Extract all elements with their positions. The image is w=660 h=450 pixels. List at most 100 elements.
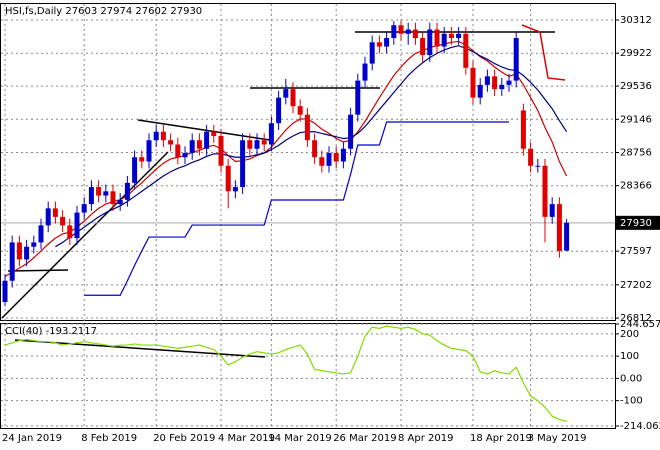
last-price-label: 27930 [620, 218, 652, 229]
candle-body [355, 80, 361, 115]
y-tick-label: 30312 [620, 15, 652, 26]
candle-body [16, 242, 22, 260]
x-tick-label: 18 Apr 2019 [470, 433, 532, 444]
candle-body [304, 114, 310, 141]
candle-body [31, 242, 37, 247]
candle-body [175, 144, 181, 158]
candle-body [24, 246, 30, 260]
candle-body [564, 222, 570, 251]
candle-body [528, 148, 534, 166]
cci-panel [0, 323, 616, 429]
candle-body [132, 157, 138, 183]
candle-body [384, 38, 390, 47]
y-tick-label: -100 [620, 396, 643, 407]
candle-body [261, 140, 267, 145]
candle-body [247, 140, 253, 149]
trend-line [137, 119, 271, 141]
candle-body [225, 165, 231, 192]
y-tick-label: 28756 [620, 147, 652, 158]
candle-body [232, 187, 238, 192]
y-tick-label: 29146 [620, 114, 652, 125]
candle-body [211, 131, 217, 136]
y-tick-label: 29922 [620, 48, 652, 59]
annotation-line [521, 24, 566, 81]
y-tick-label: 200 [620, 329, 639, 340]
x-tick-label: 26 Mar 2019 [333, 433, 396, 444]
candle-body [160, 131, 166, 141]
candle-body [312, 140, 318, 158]
y-tick-label: 27597 [620, 246, 652, 257]
candle-body [168, 140, 174, 145]
candle-body [60, 216, 66, 226]
candle-body [391, 25, 397, 39]
candle-body [340, 148, 346, 162]
candle-body [499, 84, 505, 90]
y-tick-label: 29536 [620, 81, 652, 92]
price-panel [0, 3, 616, 321]
candle-body [218, 135, 224, 166]
candle-body [448, 33, 454, 39]
candle-body [268, 123, 274, 145]
candle-body [139, 157, 145, 162]
candle-body [74, 212, 80, 239]
candle-body [124, 182, 130, 200]
candle-body [67, 225, 73, 239]
cci-line [4, 325, 567, 422]
trend-line [7, 269, 69, 272]
candle-body [81, 204, 87, 213]
last-price-box [616, 215, 660, 230]
candle-body [434, 29, 440, 47]
y-tick-label: 27202 [620, 280, 652, 291]
candle-body [420, 38, 426, 56]
candle-body [520, 110, 526, 149]
candle-body [362, 63, 368, 81]
candle-body [506, 80, 512, 85]
candle-body [376, 42, 382, 47]
candle-body [333, 153, 339, 162]
y-tick-label: 0.00 [620, 373, 642, 384]
candle-body [117, 199, 123, 205]
y-tick-label: -214.062 [620, 421, 660, 432]
candle-body [283, 89, 289, 98]
candle-body [427, 29, 433, 56]
indicator-title: CCI(40) -193.2117 [5, 326, 97, 337]
candle-body [290, 89, 296, 107]
candle-body [297, 106, 303, 115]
y-tick-label: 26812 [620, 313, 652, 324]
indicator-line [4, 40, 568, 278]
candle-body [319, 157, 325, 166]
candle-body [276, 97, 282, 124]
x-tick-label: 8 Apr 2019 [398, 433, 453, 444]
candle-body [52, 208, 58, 217]
candle-body [326, 153, 332, 166]
candle-body [513, 38, 519, 81]
y-tick-label: 100 [620, 351, 639, 362]
x-tick-label: 4 Mar 2019 [218, 433, 275, 444]
candle-body [542, 165, 548, 217]
candle-body [189, 140, 195, 154]
candle-body [88, 187, 94, 205]
candle-body [110, 191, 116, 205]
x-tick-label: 8 Feb 2019 [81, 433, 137, 444]
candle-body [103, 191, 109, 196]
x-tick-label: 24 Jan 2019 [2, 433, 62, 444]
x-tick-label: 20 Feb 2019 [153, 433, 215, 444]
x-tick-label: 3 May 2019 [528, 433, 587, 444]
candle-body [412, 29, 418, 39]
candle-body [2, 280, 8, 303]
candle-body [556, 204, 562, 251]
candle-body [398, 25, 404, 34]
candle-body [477, 84, 483, 98]
indicator-line [55, 45, 568, 248]
y-tick-label: 28366 [620, 181, 652, 192]
candle-body [369, 42, 375, 64]
trend-line [1, 151, 169, 319]
candle-body [463, 33, 469, 68]
candle-body [441, 33, 447, 47]
candle-body [96, 187, 102, 196]
candle-body [492, 76, 498, 90]
candle-body [535, 165, 541, 167]
candle-body [146, 140, 152, 162]
